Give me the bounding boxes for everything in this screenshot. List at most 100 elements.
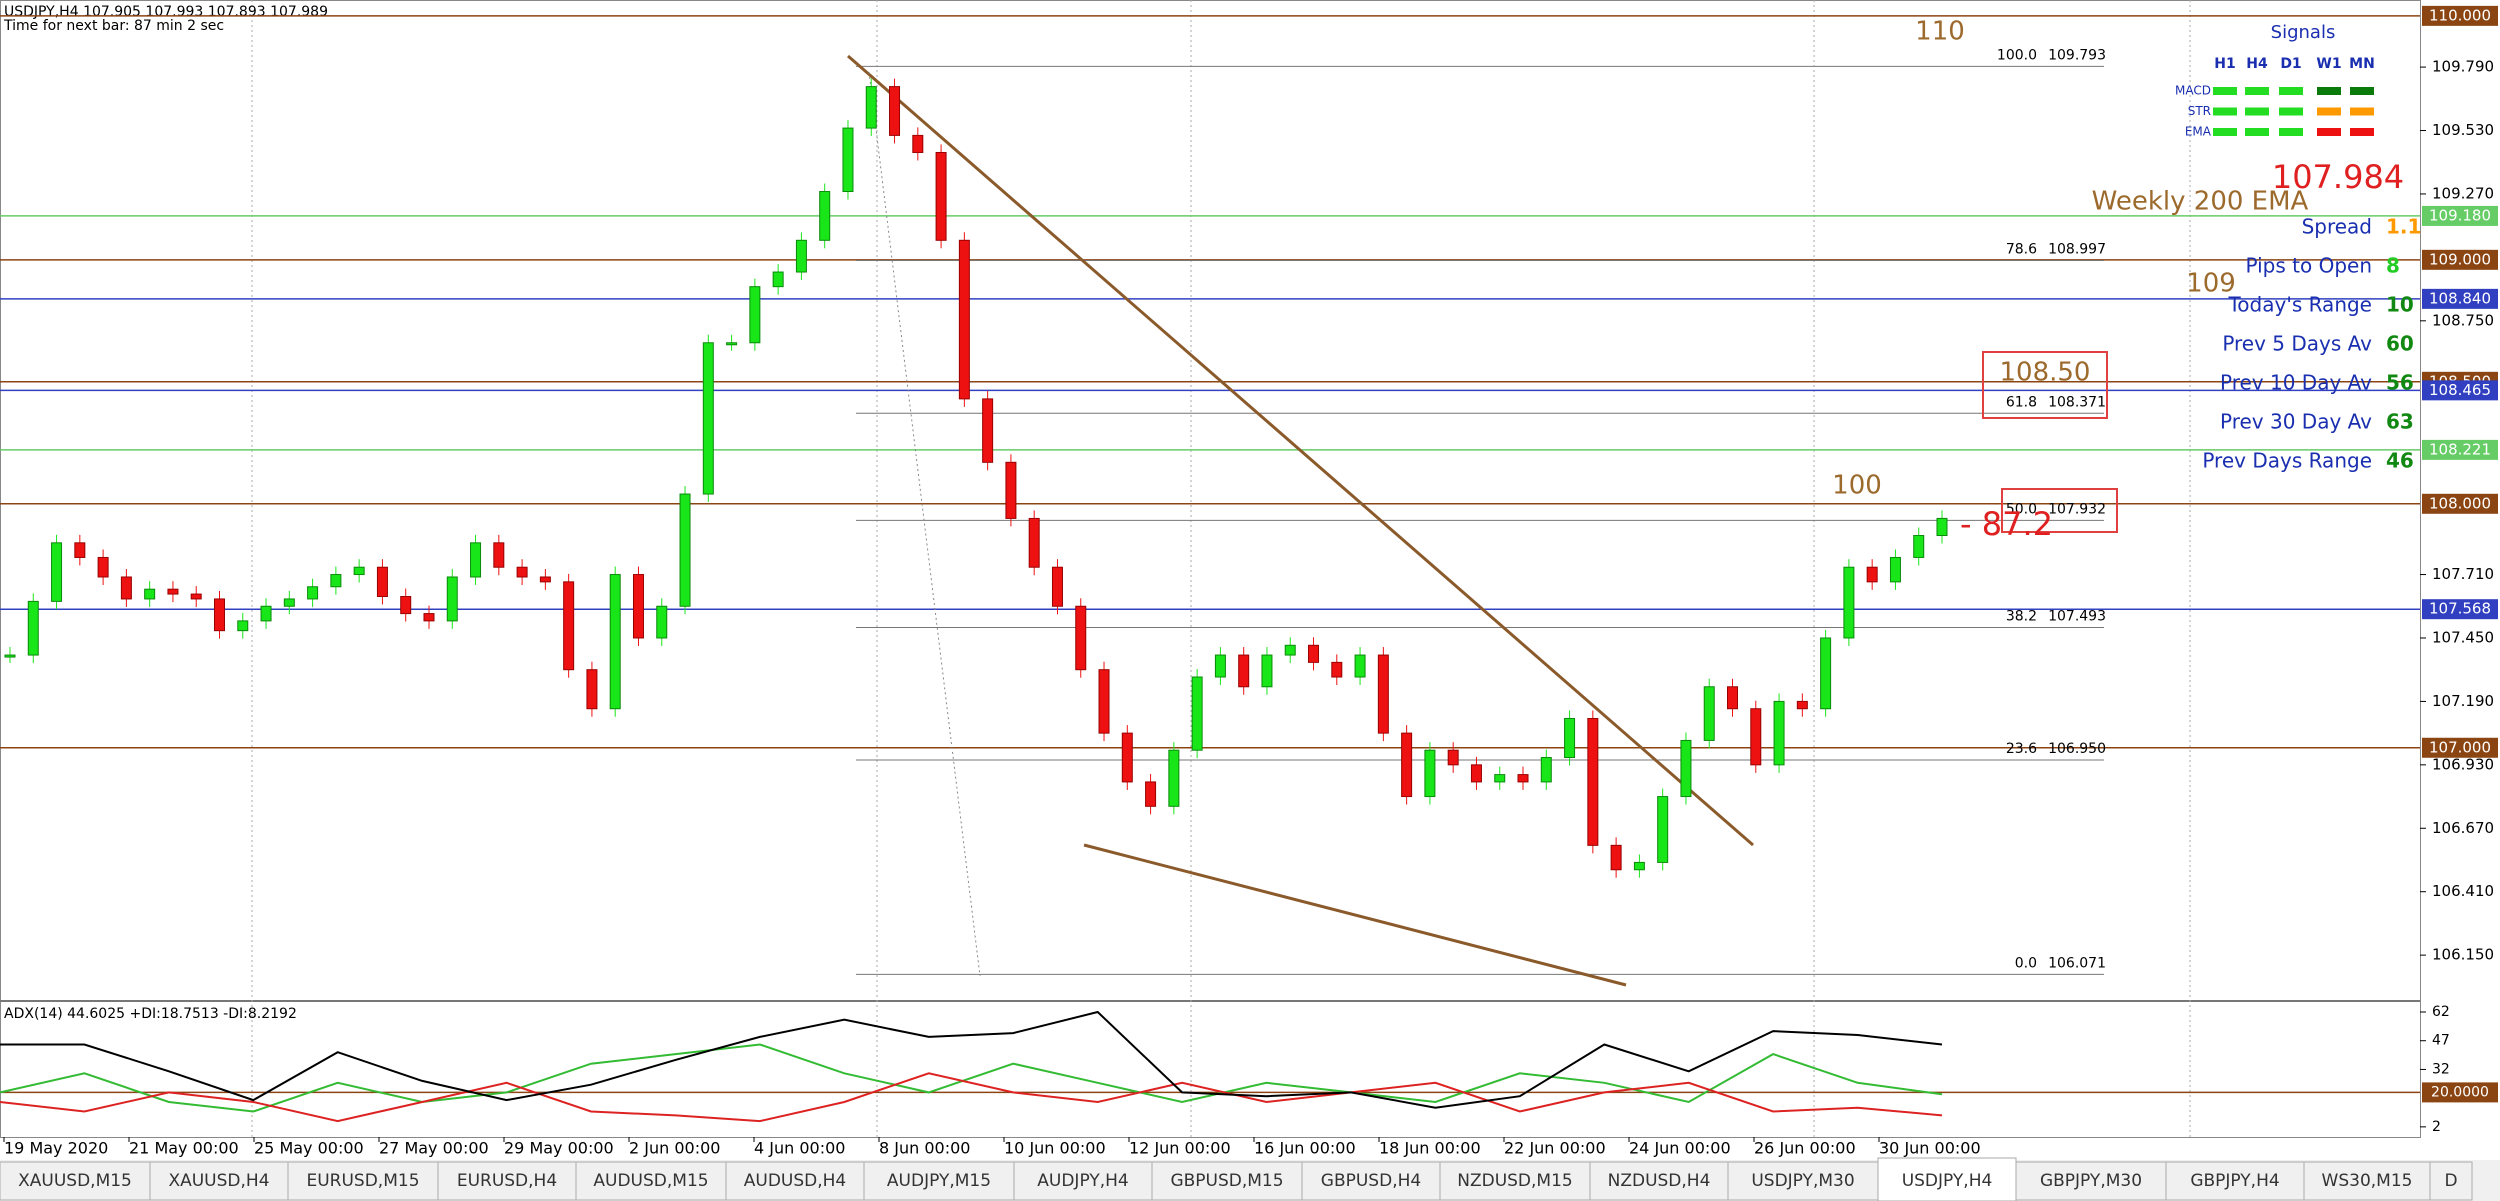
tab[interactable]: NZDUSD,M15 xyxy=(1439,1161,1591,1201)
candle xyxy=(935,151,947,241)
tab[interactable]: XAUUSD,M15 xyxy=(0,1161,151,1201)
candle xyxy=(1564,717,1576,759)
tab[interactable]: EURUSD,M15 xyxy=(287,1161,439,1201)
fibonacci: 100.0 109.793 78.6 108.997 61.8 108.371 50.0 10… xyxy=(856,47,2106,975)
adx-tick-label: 2 xyxy=(2432,1119,2441,1135)
stat-value: 46 xyxy=(2386,449,2414,473)
level-box xyxy=(2422,599,2498,620)
candle xyxy=(1401,732,1413,798)
tab-label[interactable]: WS30,M15 xyxy=(2322,1171,2413,1191)
candle xyxy=(167,588,179,595)
adx-line xyxy=(0,1010,1943,1109)
level-box xyxy=(2422,439,2498,460)
tab[interactable]: AUDJPY,H4 xyxy=(1013,1161,1153,1201)
date-label: 10 Jun 00:00 xyxy=(1004,1139,1106,1158)
candle xyxy=(330,574,342,588)
candle xyxy=(889,86,901,136)
tab[interactable]: AUDJPY,M15 xyxy=(863,1161,1015,1201)
tab-label[interactable]: AUDJPY,M15 xyxy=(887,1171,991,1191)
annotation: 108.50 xyxy=(2000,358,2091,388)
candle xyxy=(97,556,109,578)
tab-label[interactable]: XAUUSD,H4 xyxy=(168,1171,269,1191)
candle xyxy=(190,593,202,600)
tab[interactable]: GBPJPY,M30 xyxy=(2015,1161,2167,1201)
tab-label[interactable]: GBPUSD,M15 xyxy=(1170,1171,1283,1191)
tab-label[interactable]: EURUSD,M15 xyxy=(306,1171,419,1191)
tab-label[interactable]: USDJPY,H4 xyxy=(1902,1171,1993,1191)
date-label: 2 Jun 00:00 xyxy=(629,1139,720,1158)
tab-label[interactable]: USDJPY,M30 xyxy=(1751,1171,1854,1191)
tab-label[interactable]: GBPJPY,H4 xyxy=(2190,1171,2279,1191)
candle xyxy=(1028,517,1040,568)
price-tick-label: 106.410 xyxy=(2432,882,2494,900)
fib-price: 108.371 xyxy=(2048,394,2106,410)
date-label: 25 May 00:00 xyxy=(254,1139,364,1158)
tab[interactable]: GBPUSD,M15 xyxy=(1151,1161,1303,1201)
candle xyxy=(1145,781,1157,807)
stats-panel: Spread 1.1 Pips to Open 8 Today's Range 10 Pre… xyxy=(2202,215,2421,473)
tab[interactable]: EURUSD,H4 xyxy=(437,1161,577,1201)
adx-level-box xyxy=(2422,1082,2498,1103)
tab-label[interactable]: XAUUSD,M15 xyxy=(18,1171,132,1191)
tab-label[interactable]: EURUSD,H4 xyxy=(457,1171,557,1191)
tab[interactable]: D xyxy=(2429,1161,2473,1201)
fib-ratio: 100.0 xyxy=(1997,47,2037,63)
tab[interactable]: GBPUSD,H4 xyxy=(1301,1161,1441,1201)
signal-cell xyxy=(2350,107,2374,116)
tab[interactable]: AUDUSD,H4 xyxy=(725,1161,865,1201)
price-tick-label: 107.190 xyxy=(2432,692,2494,710)
tab[interactable]: WS30,M15 xyxy=(2303,1161,2431,1201)
stat-value: 8 xyxy=(2386,254,2400,278)
signal-cell xyxy=(2317,128,2341,136)
tab-label[interactable]: NZDUSD,M15 xyxy=(1457,1171,1572,1191)
tab-bg xyxy=(2303,1161,2431,1201)
candle xyxy=(958,239,970,400)
signal-column: W1 xyxy=(2316,56,2341,72)
annotation: 110 xyxy=(1915,17,1965,47)
bar-timer: Time for next bar: 87 min 2 sec xyxy=(3,18,224,34)
candle xyxy=(1517,774,1529,783)
fib-price: 107.493 xyxy=(2048,608,2106,624)
signal-cell xyxy=(2279,128,2303,136)
date-label: 19 May 2020 xyxy=(4,1139,108,1158)
tab-bg xyxy=(0,1161,151,1201)
time-axis: 19 May 2020 21 May 00:00 25 May 00:00 27 Ma… xyxy=(3,1137,1981,1158)
price-tick-label: 106.670 xyxy=(2432,819,2494,837)
tab[interactable]: USDJPY,H4 xyxy=(1877,1157,2017,1201)
candle xyxy=(1354,654,1366,678)
tab-label[interactable]: D xyxy=(2444,1171,2457,1191)
date-label: 12 Jun 00:00 xyxy=(1129,1139,1231,1158)
candle xyxy=(470,542,482,578)
candle xyxy=(842,127,854,193)
candle xyxy=(1796,700,1808,710)
signal-cell xyxy=(2213,107,2237,116)
tab-label[interactable]: NZDUSD,H4 xyxy=(1608,1171,1711,1191)
adx-line xyxy=(0,1043,1943,1113)
candle xyxy=(1913,535,1925,558)
tab-label[interactable]: GBPUSD,H4 xyxy=(1321,1171,1421,1191)
tab-bg xyxy=(1877,1157,2017,1201)
tab[interactable]: XAUUSD,H4 xyxy=(149,1161,289,1201)
current-price: 107.984 xyxy=(2272,158,2404,196)
tab-label[interactable]: GBPJPY,M30 xyxy=(2040,1171,2142,1191)
level-box xyxy=(2422,205,2498,226)
fib-ratio: 23.6 xyxy=(2006,741,2037,757)
price-tick-label: 106.150 xyxy=(2432,946,2494,964)
tab[interactable]: AUDUSD,M15 xyxy=(575,1161,727,1201)
price-axis: 109.790 109.530 109.270 108.750 107.710 107.4… xyxy=(2420,5,2498,964)
candle xyxy=(446,576,458,622)
tab[interactable]: NZDUSD,H4 xyxy=(1589,1161,1729,1201)
tab[interactable]: GBPJPY,H4 xyxy=(2165,1161,2305,1201)
tab-bg xyxy=(2429,1161,2473,1201)
signal-cell xyxy=(2350,128,2374,136)
stat-label: Spread xyxy=(2302,215,2372,239)
tab-bg xyxy=(2015,1161,2167,1201)
candle xyxy=(1308,644,1320,663)
candle xyxy=(1703,686,1715,741)
tab[interactable]: USDJPY,M30 xyxy=(1727,1161,1879,1201)
tab-label[interactable]: AUDUSD,H4 xyxy=(744,1171,847,1191)
tab-label[interactable]: AUDUSD,M15 xyxy=(593,1171,708,1191)
tab-label[interactable]: AUDJPY,H4 xyxy=(1037,1171,1128,1191)
candle xyxy=(1284,644,1296,656)
